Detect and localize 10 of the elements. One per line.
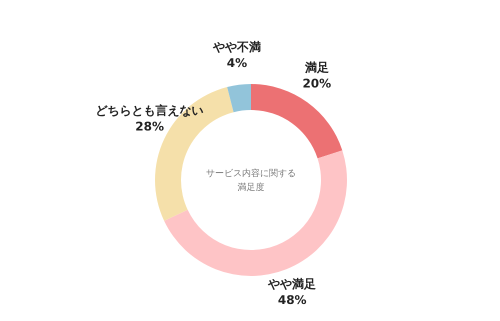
text: 満足度: [238, 182, 264, 193]
slice-label: やや満足: [267, 277, 316, 292]
data-label: 28%: [135, 119, 164, 134]
text: サービス内容に関する: [206, 168, 296, 179]
slice-label: やや不満: [212, 40, 261, 54]
data-label: 4%: [226, 56, 248, 70]
slice-label: どちらとも言えない: [96, 103, 204, 118]
slice-label: 満足: [304, 60, 329, 74]
data-label: 20%: [302, 76, 332, 90]
data-label: 48%: [278, 293, 307, 308]
